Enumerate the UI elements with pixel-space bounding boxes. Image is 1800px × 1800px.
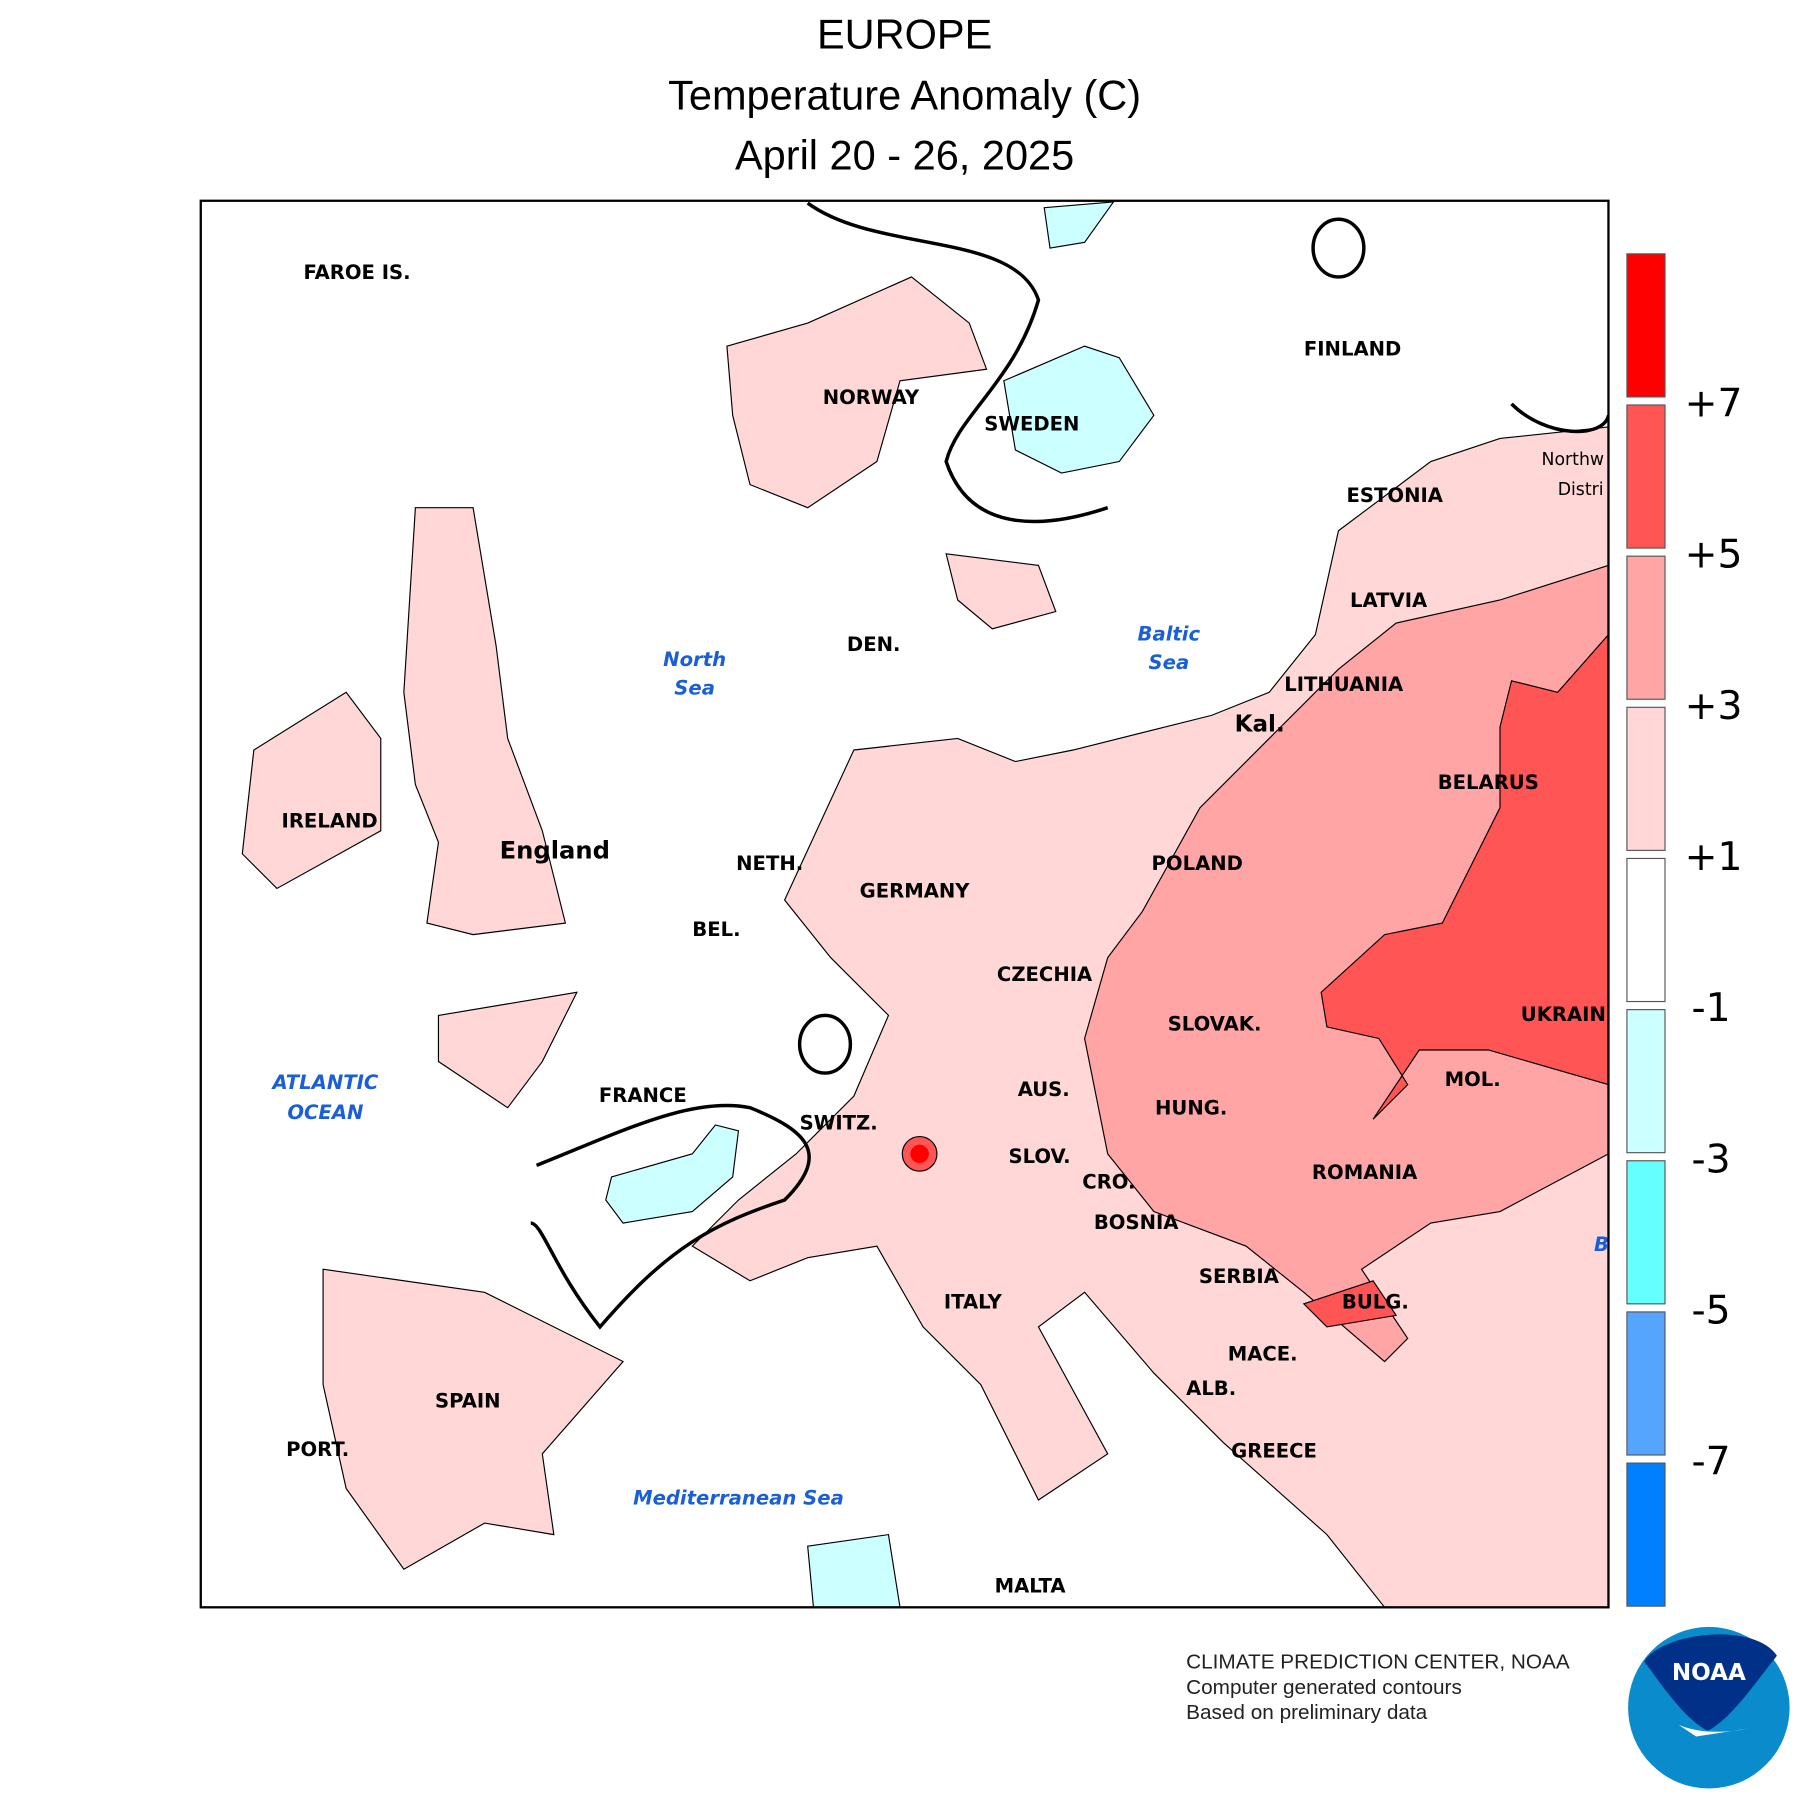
label-ireland: IRELAND: [282, 809, 378, 832]
label-malta: MALTA: [995, 1574, 1067, 1597]
legend-label: -3: [1692, 1137, 1731, 1182]
label-germany: GERMANY: [860, 880, 971, 903]
noaa-logo: NOAA: [1628, 1626, 1790, 1789]
label-hungary: HUNG.: [1155, 1097, 1227, 1120]
legend-swatch: [1626, 1462, 1666, 1607]
sea-labels: North Sea Baltic Sea ATLANTIC OCEAN Medi…: [270, 622, 1609, 1510]
anomaly-plus3-5-shading: [1084, 564, 1609, 1363]
label-slovenia: SLOV.: [1008, 1145, 1070, 1168]
label-austria: AUS.: [1018, 1078, 1070, 1101]
label-bulgaria: BULG.: [1342, 1290, 1409, 1313]
label-sweden: SWEDEN: [984, 412, 1079, 435]
credit-line-3: Based on preliminary data: [1186, 1701, 1428, 1724]
noaa-logo-text: NOAA: [1672, 1660, 1746, 1686]
legend-swatch: [1626, 253, 1666, 398]
legend-label: +5: [1685, 533, 1743, 578]
legend-swatch: [1626, 1311, 1666, 1456]
label-estonia: ESTONIA: [1347, 484, 1444, 507]
map-title: Temperature Anomaly (C): [668, 72, 1141, 119]
label-denmark: DEN.: [847, 633, 901, 656]
credit-line-2: Computer generated contours: [1186, 1676, 1462, 1699]
label-belgium: BEL.: [692, 918, 740, 941]
label-czechia: CZECHIA: [997, 963, 1093, 986]
label-nw-district-2: Distri: [1558, 480, 1604, 500]
label-greece: GREECE: [1231, 1439, 1317, 1462]
label-slovakia: SLOVAK.: [1168, 1012, 1262, 1035]
legend-swatch: [1626, 404, 1666, 549]
legend-swatch: [1626, 706, 1666, 851]
country-labels: FAROE IS. NORWAY SWEDEN FINLAND ESTONIA …: [282, 261, 1620, 1597]
legend-label: +1: [1685, 835, 1743, 880]
map-region-title: EUROPE: [817, 10, 992, 57]
label-portugal: PORT.: [286, 1438, 349, 1461]
map-period: April 20 - 26, 2025: [735, 132, 1074, 179]
label-kaliningrad: Kal.: [1235, 712, 1285, 738]
label-spain: SPAIN: [435, 1390, 501, 1413]
label-ukraine: UKRAINE: [1521, 1003, 1620, 1026]
label-atlantic-2: OCEAN: [287, 1101, 363, 1124]
label-netherlands: NETH.: [736, 852, 803, 875]
label-romania: ROMANIA: [1312, 1161, 1418, 1184]
color-legend: +7 +5 +3 +1 -1 -3 -5 -7: [1626, 253, 1743, 1607]
zero-contour-lines: [530, 201, 1609, 1330]
label-albania: ALB.: [1186, 1377, 1236, 1400]
legend-label: -7: [1692, 1440, 1731, 1485]
legend-label: -5: [1692, 1288, 1731, 1333]
label-macedonia: MACE.: [1228, 1342, 1298, 1365]
label-latvia: LATVIA: [1350, 589, 1428, 612]
credit-line-1: CLIMATE PREDICTION CENTER, NOAA: [1186, 1650, 1570, 1673]
anomaly-plus7-shading: [910, 1144, 929, 1164]
label-england: England: [500, 836, 610, 864]
label-switzerland: SWITZ.: [800, 1112, 878, 1135]
label-atlantic-1: ATLANTIC: [270, 1071, 378, 1094]
label-serbia: SERBIA: [1199, 1265, 1280, 1288]
label-moldova: MOL.: [1445, 1068, 1501, 1091]
legend-label: +7: [1685, 382, 1743, 427]
label-croatia: CRO.: [1082, 1170, 1135, 1193]
label-black-sea: B: [1594, 1233, 1609, 1256]
label-baltic-sea-2: Sea: [1149, 651, 1190, 674]
legend-swatch: [1626, 1009, 1666, 1154]
label-france: FRANCE: [599, 1084, 687, 1107]
label-belarus: BELARUS: [1438, 771, 1539, 794]
label-north-sea-1: North: [663, 648, 726, 671]
label-nw-district-1: Northw: [1542, 450, 1605, 470]
label-baltic-sea-1: Baltic: [1138, 622, 1201, 645]
label-north-sea-2: Sea: [674, 677, 715, 700]
map-frame: [199, 199, 1610, 1609]
label-lithuania: LITHUANIA: [1284, 673, 1404, 696]
map-area: FAROE IS. NORWAY SWEDEN FINLAND ESTONIA …: [200, 200, 1620, 1608]
legend-label: +3: [1685, 684, 1743, 729]
anomaly-minus1-3-shading: [605, 201, 1155, 1608]
label-norway: NORWAY: [823, 386, 920, 409]
label-italy: ITALY: [944, 1290, 1003, 1313]
label-bosnia: BOSNIA: [1094, 1211, 1179, 1234]
label-finland: FINLAND: [1304, 337, 1401, 360]
legend-swatch: [1626, 555, 1666, 700]
legend-swatch: [1626, 857, 1666, 1003]
label-faroe: FAROE IS.: [303, 261, 410, 284]
label-mediterranean: Mediterranean Sea: [633, 1487, 844, 1510]
legend-swatch: [1626, 1160, 1666, 1305]
legend-label: -1: [1692, 986, 1731, 1031]
label-poland: POLAND: [1152, 852, 1243, 875]
